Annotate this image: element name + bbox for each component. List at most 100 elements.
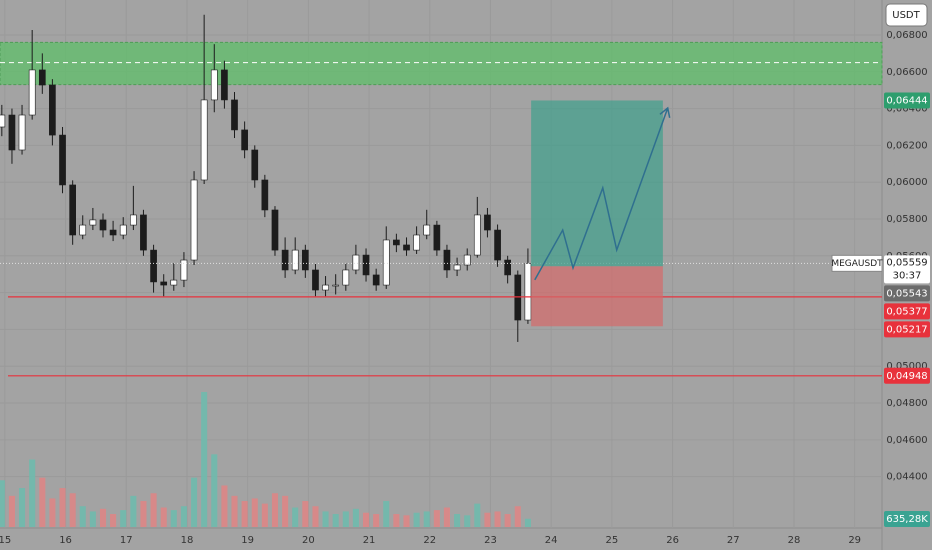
volume-bar xyxy=(474,503,481,527)
candle-body xyxy=(49,84,56,136)
currency-button-text[interactable]: USDT xyxy=(892,10,920,21)
x-tick-label: 18 xyxy=(181,535,194,546)
price-badge-label: 0,04948 xyxy=(886,371,927,382)
candle-body xyxy=(433,224,441,251)
y-tick-label: 0,05000 xyxy=(886,361,927,372)
y-tick-label: 0,06600 xyxy=(886,67,927,78)
candle-body xyxy=(382,239,390,286)
volume-bar xyxy=(251,498,258,527)
candle-body xyxy=(150,249,157,283)
volume-bar xyxy=(484,512,491,527)
volume-bar xyxy=(524,518,531,527)
loss-zone xyxy=(531,266,663,327)
volume-badge xyxy=(884,511,930,527)
volume-bar xyxy=(211,454,218,527)
symbol-label: MEGAUSDT xyxy=(831,259,883,269)
candle-body xyxy=(69,184,77,236)
candle-body xyxy=(312,269,319,291)
x-tick-label: 21 xyxy=(363,535,376,546)
candle-body xyxy=(504,259,511,276)
volume-bar xyxy=(59,488,66,527)
price-badge-label: 0,06444 xyxy=(886,95,927,106)
y-tick-label: 0,05800 xyxy=(886,214,927,225)
y-tick-label: 0,06200 xyxy=(886,140,927,151)
candle-body xyxy=(200,99,208,181)
volume-bar xyxy=(140,501,147,527)
volume-badge-label: 635,28K xyxy=(886,514,928,525)
volume-bar xyxy=(160,507,167,527)
candle-body xyxy=(38,69,46,86)
volume-bar xyxy=(322,511,329,527)
volume-bar xyxy=(443,507,450,527)
last-price-label: 0,05559 xyxy=(886,257,927,268)
candle-body xyxy=(18,114,26,151)
volume-bar xyxy=(231,495,238,527)
candle-body xyxy=(413,234,420,251)
x-tick-label: 22 xyxy=(423,535,436,546)
volume-bar xyxy=(191,477,198,527)
candle-body xyxy=(210,69,218,101)
volume-bar xyxy=(79,506,86,527)
volume-bar xyxy=(413,512,420,527)
volume-bar xyxy=(69,493,76,527)
x-tick-label: 25 xyxy=(606,535,619,546)
volume-bar xyxy=(302,501,309,527)
candle-body xyxy=(261,179,269,211)
candle-body xyxy=(463,254,471,266)
y-tick-label: 0,06400 xyxy=(886,104,927,115)
x-tick-label: 26 xyxy=(666,535,679,546)
candle-body xyxy=(291,249,299,271)
volume-bar xyxy=(29,459,36,527)
symbol-label-bg xyxy=(831,254,883,272)
candle-body xyxy=(443,249,451,271)
volume-bar xyxy=(271,493,279,527)
candle-body xyxy=(423,224,431,236)
volume-bar xyxy=(150,493,157,527)
volume-bar xyxy=(201,392,208,527)
x-tick-label: 29 xyxy=(848,535,861,546)
volume-bar xyxy=(464,515,471,527)
last-price-badge xyxy=(884,255,930,284)
candle-body xyxy=(59,134,66,186)
volume-bar xyxy=(241,501,248,527)
volume-bar xyxy=(292,507,299,527)
x-tick-label: 23 xyxy=(484,535,497,546)
price-badge xyxy=(884,92,930,109)
candle-body xyxy=(190,179,198,261)
candle-body xyxy=(271,209,279,251)
x-tick-label: 20 xyxy=(302,535,315,546)
volume-bar xyxy=(352,508,359,527)
candle-body xyxy=(352,254,360,271)
projection-arrowhead xyxy=(659,106,671,118)
candle-body xyxy=(8,114,16,151)
x-tick-label: 27 xyxy=(727,535,740,546)
candle-body xyxy=(109,229,117,236)
price-badge-label: 0,05543 xyxy=(886,288,927,299)
y-tick-label: 0,04600 xyxy=(886,435,927,446)
candle-body xyxy=(484,214,491,231)
candle-body xyxy=(393,239,400,246)
x-tick-label: 17 xyxy=(120,535,133,546)
volume-bar xyxy=(18,488,26,527)
candle-body xyxy=(99,219,107,231)
candle-body xyxy=(251,149,259,181)
currency-button[interactable] xyxy=(885,3,928,27)
x-tick-label: 28 xyxy=(788,535,801,546)
volume-bar xyxy=(514,506,521,527)
candle-body xyxy=(372,274,380,286)
candle-body xyxy=(140,214,147,251)
volume-bar xyxy=(99,508,107,527)
volume-bar xyxy=(282,495,289,527)
price-badge-label: 0,05377 xyxy=(886,306,927,317)
price-badge xyxy=(884,303,930,320)
price-badge-label: 0,05217 xyxy=(886,324,927,335)
candle-body xyxy=(524,263,532,321)
volume-bar xyxy=(393,514,400,527)
volume-bar xyxy=(180,506,187,527)
volume-bar xyxy=(221,485,228,527)
volume-bar xyxy=(130,495,137,527)
volume-bar xyxy=(373,514,380,527)
volume-bar xyxy=(504,514,511,527)
candle-body xyxy=(89,219,97,226)
